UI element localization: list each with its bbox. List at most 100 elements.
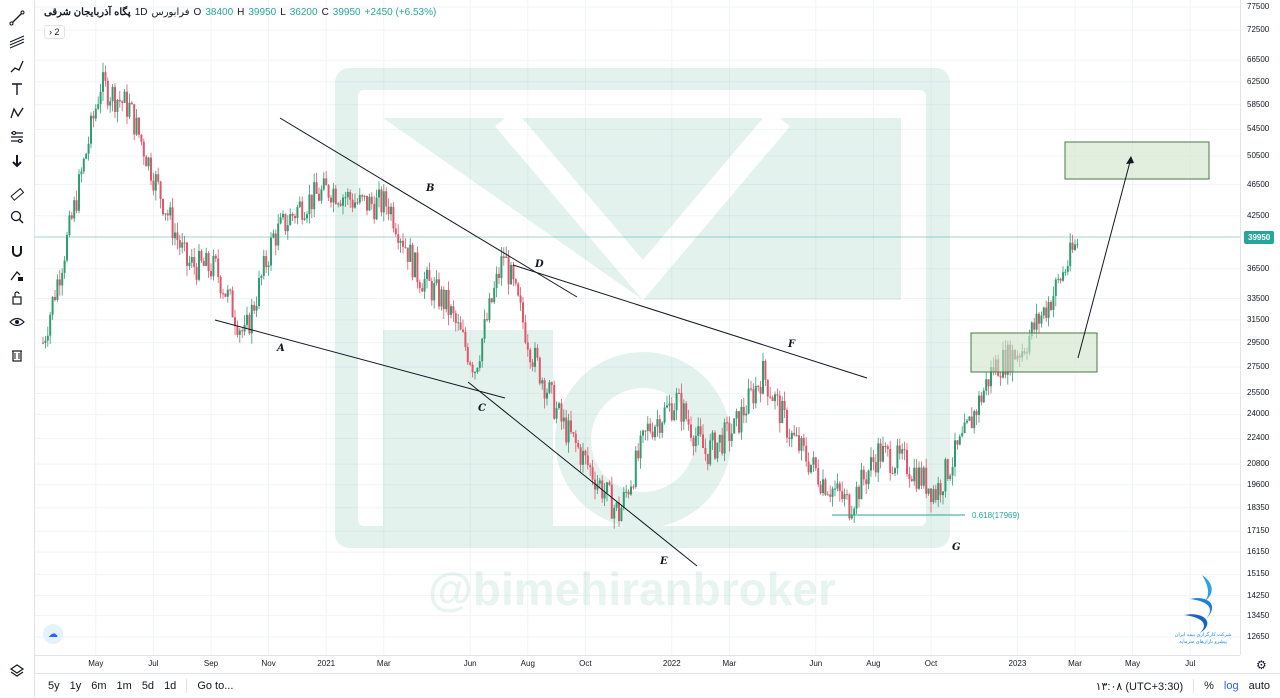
- candle-body: [886, 446, 889, 449]
- candle-body: [42, 342, 44, 344]
- candle-body: [651, 431, 654, 438]
- text-icon[interactable]: [5, 79, 29, 99]
- trash-icon[interactable]: [5, 345, 29, 365]
- candle-body: [781, 400, 784, 424]
- target-zone[interactable]: [1064, 141, 1210, 180]
- candle-body: [217, 258, 220, 277]
- candle-body: [260, 275, 263, 278]
- range-1d[interactable]: 1d: [164, 680, 177, 692]
- range-6m[interactable]: 6m: [91, 680, 107, 692]
- ruler-icon[interactable]: [5, 184, 29, 204]
- legend-high: 39950: [248, 7, 277, 18]
- range-5d[interactable]: 5d: [141, 680, 155, 692]
- candle-body: [649, 423, 652, 432]
- zoom-icon[interactable]: [5, 207, 29, 227]
- candle-body: [318, 193, 320, 201]
- candle-body: [675, 392, 678, 411]
- candle-body: [325, 178, 328, 186]
- candle-body: [385, 191, 388, 207]
- candle-body: [927, 488, 930, 494]
- candle-body: [879, 443, 882, 462]
- pattern-icon[interactable]: [5, 103, 29, 123]
- clock-timezone[interactable]: ۱۳:۰۸ (UTC+3:30): [1095, 680, 1184, 693]
- candle-body: [826, 494, 829, 496]
- magnet-icon[interactable]: [5, 241, 29, 261]
- trendline-d-f[interactable]: [512, 264, 868, 379]
- candle-body: [222, 293, 224, 295]
- candle-body: [769, 396, 772, 398]
- cloud-icon[interactable]: ☁: [43, 624, 63, 644]
- candle-body: [387, 206, 390, 215]
- candle-body: [75, 200, 78, 211]
- candle-body: [685, 403, 688, 419]
- time-axis[interactable]: May Jul Sep Nov 2021 Mar Jun Aug Oct 2022 Mar Jun Au…: [35, 655, 1240, 674]
- candle-body: [850, 514, 853, 519]
- chart-canvas[interactable]: A B C D E F G 0.618(17969): [35, 0, 1240, 655]
- legend-interval[interactable]: 1D: [134, 7, 148, 18]
- trendline-a-c[interactable]: [214, 319, 506, 399]
- candle-body: [188, 262, 191, 266]
- candle-body: [709, 440, 712, 465]
- candle-body: [205, 253, 208, 266]
- percent-toggle[interactable]: %: [1204, 680, 1214, 692]
- candle-body: [241, 330, 244, 332]
- candle-body: [486, 319, 488, 321]
- candle-body: [514, 279, 517, 284]
- candle-body: [949, 475, 952, 479]
- drawing-toolbar: [0, 0, 35, 697]
- lock-drawing-icon[interactable]: [5, 265, 29, 285]
- brush-icon[interactable]: [5, 56, 29, 76]
- projection-arrow[interactable]: [1077, 157, 1132, 359]
- candle-body: [433, 283, 436, 301]
- candle-body: [553, 384, 556, 419]
- gear-icon[interactable]: ⚙: [1256, 658, 1267, 672]
- candle-body: [459, 322, 462, 330]
- log-toggle[interactable]: log: [1223, 680, 1239, 692]
- demand-zone[interactable]: [970, 332, 1098, 373]
- lock-icon[interactable]: [5, 288, 29, 308]
- candle-body: [663, 407, 666, 423]
- candle-body: [248, 314, 251, 334]
- candle-body: [966, 420, 968, 423]
- auto-toggle[interactable]: auto: [1248, 680, 1270, 692]
- candle-body: [699, 426, 702, 435]
- candle-body: [817, 468, 820, 485]
- indicators-collapse-button[interactable]: › 2: [44, 25, 65, 39]
- candle-body: [435, 279, 438, 284]
- candle-body: [171, 207, 174, 239]
- candle-body: [51, 296, 54, 315]
- candle-body: [344, 197, 347, 199]
- range-1y[interactable]: 1y: [69, 680, 82, 692]
- candle-body: [855, 486, 858, 509]
- legend-symbol[interactable]: پگاه آذربایجان شرقی: [44, 7, 131, 18]
- candle-body: [956, 440, 959, 445]
- trendline-c-e[interactable]: [467, 381, 698, 567]
- candle-body: [738, 411, 740, 433]
- candle-body: [841, 491, 844, 500]
- range-1m[interactable]: 1m: [116, 680, 132, 692]
- candle-body: [1057, 278, 1060, 280]
- layers-icon[interactable]: [5, 661, 29, 681]
- label-g: G: [952, 542, 961, 553]
- legend-low: 36200: [289, 7, 318, 18]
- measure-icon[interactable]: [5, 127, 29, 147]
- legend-open: 38400: [205, 7, 234, 18]
- arrow-down-icon[interactable]: [5, 151, 29, 171]
- candle-body: [848, 494, 851, 519]
- range-5y[interactable]: 5y: [48, 680, 60, 692]
- eye-icon[interactable]: [5, 312, 29, 332]
- candle-body: [824, 479, 827, 495]
- pitchfork-icon[interactable]: [5, 32, 29, 52]
- chart-pane[interactable]: A B C D E F G 0.618(17969): [35, 0, 1240, 655]
- candle-body: [490, 298, 493, 303]
- candle-body: [668, 403, 671, 406]
- trendline-icon[interactable]: [5, 8, 29, 28]
- trendline-b[interactable]: [279, 117, 578, 298]
- candle-body: [258, 277, 260, 307]
- candle-body: [286, 225, 289, 232]
- candle-body: [908, 474, 911, 479]
- candle-body: [306, 214, 308, 219]
- goto-button[interactable]: Go to...: [197, 680, 234, 692]
- price-axis[interactable]: 77500 72500 66500 62500 58500 54500 50500 46500…: [1240, 0, 1280, 655]
